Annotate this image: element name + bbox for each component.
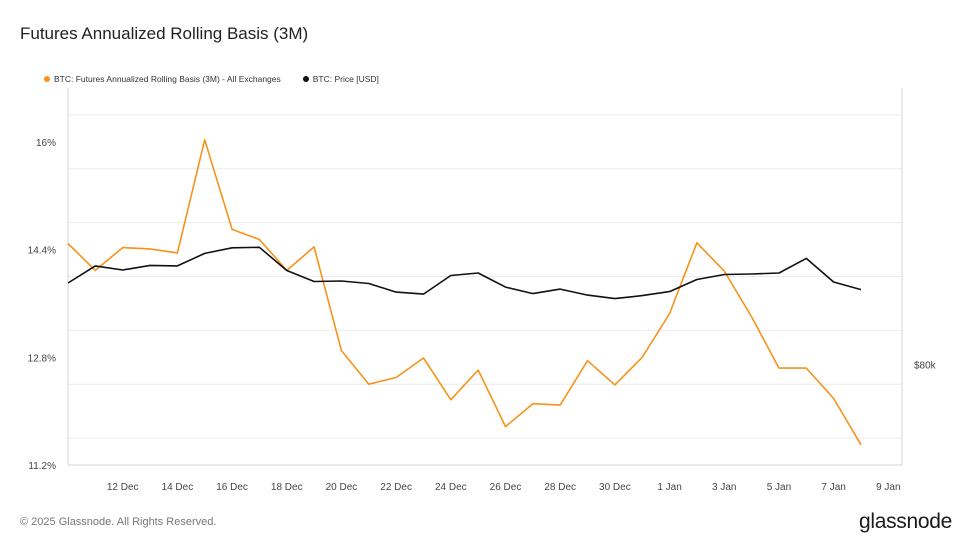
legend-swatch-price <box>302 76 309 82</box>
x-tick-label: 9 Jan <box>876 482 900 493</box>
chart-title: Futures Annualized Rolling Basis (3M) <box>20 24 309 43</box>
series-line-basis <box>67 139 862 446</box>
x-tick-label: 26 Dec <box>490 482 522 493</box>
glassnode-logo: glassnode <box>858 510 952 533</box>
x-tick-label: 18 Dec <box>271 482 303 493</box>
x-tick-label: 7 Jan <box>821 482 845 493</box>
copyright-text: © 2025 Glassnode. All Rights Reserved. <box>20 516 217 528</box>
x-tick-label: 12 Dec <box>107 482 139 493</box>
x-tick-label: 28 Dec <box>544 482 576 493</box>
x-tick-label: 1 Jan <box>657 482 681 493</box>
y-right-tick-label: $80k <box>914 360 937 371</box>
y-tick-label: 16% <box>36 138 56 149</box>
series-line-price <box>67 246 862 300</box>
x-tick-label: 20 Dec <box>326 482 358 493</box>
legend-item-basis[interactable]: BTC: Futures Annualized Rolling Basis (3… <box>44 74 281 84</box>
x-tick-label: 3 Jan <box>712 482 736 493</box>
chart-legend: BTC: Futures Annualized Rolling Basis (3… <box>44 74 379 84</box>
x-tick-label: 24 Dec <box>435 482 467 493</box>
x-tick-label: 16 Dec <box>216 482 248 493</box>
x-tick-label: 30 Dec <box>599 482 631 493</box>
legend-item-price[interactable]: BTC: Price [USD] <box>302 74 379 84</box>
x-tick-label: 14 Dec <box>162 482 194 493</box>
y-tick-label: 12.8% <box>28 353 56 364</box>
legend-label-basis: BTC: Futures Annualized Rolling Basis (3… <box>54 74 281 84</box>
x-tick-label: 22 Dec <box>380 482 412 493</box>
legend-label-price: BTC: Price [USD] <box>312 74 379 84</box>
x-tick-label: 5 Jan <box>767 482 791 493</box>
y-tick-label: 14.4% <box>28 246 56 257</box>
y-tick-label: 11.2% <box>28 461 56 472</box>
legend-swatch-basis <box>44 76 50 82</box>
